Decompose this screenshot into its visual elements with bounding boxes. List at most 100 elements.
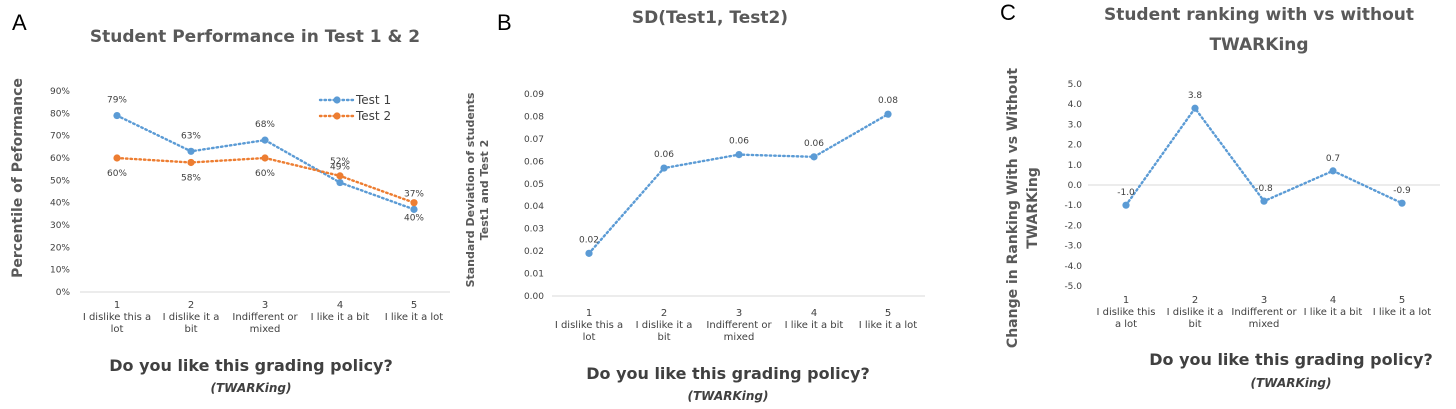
y-tick-label: 60% [50, 154, 70, 164]
x-tick-description: bit [184, 324, 197, 335]
y-tick-label: 20% [50, 243, 70, 253]
data-point [660, 164, 668, 172]
x-tick-number: 3 [736, 308, 742, 319]
y-tick-label: 1.0 [1068, 161, 1083, 171]
x-tick-description: bit [657, 332, 670, 343]
data-label: 0.7 [1326, 154, 1340, 164]
x-tick-description: Indifferent or [232, 312, 298, 323]
x-tick-description: mixed [250, 324, 281, 335]
y-tick-label: 40% [50, 199, 70, 209]
x-tick-description: I like it a bit [785, 320, 844, 331]
x-tick-number: 5 [1399, 295, 1405, 306]
data-label: 37% [404, 189, 424, 199]
data-label: 60% [255, 169, 275, 179]
x-tick-description: I dislike this [1096, 307, 1155, 318]
y-tick-label: 0.04 [524, 202, 544, 212]
y-axis-title-line: Change in Ranking With vs Without [1005, 68, 1021, 348]
data-point [1329, 167, 1337, 175]
x-tick-number: 1 [1123, 295, 1129, 306]
data-label: -0.9 [1393, 186, 1411, 196]
data-label: 0.06 [729, 137, 749, 147]
y-tick-label: 90% [50, 87, 70, 97]
y-tick-label: 3.0 [1068, 120, 1083, 130]
chart-title-line: TWARKing [1209, 35, 1308, 55]
chart-title: Student ranking with vs without TWARKing [1104, 5, 1414, 55]
x-tick-description: I like it a lot [859, 320, 918, 331]
y-tick-label: 0.06 [524, 157, 544, 167]
data-label: -1.0 [1117, 188, 1135, 198]
y-tick-label: 50% [50, 176, 70, 186]
x-tick-label: 3 Indifferent or mixed [706, 308, 772, 343]
data-label: -0.8 [1255, 184, 1273, 194]
y-tick-label: -3.0 [1064, 242, 1082, 252]
y-axis-title: Percentile of Peformance [10, 78, 26, 278]
data-point [113, 111, 121, 120]
data-label: 58% [181, 173, 201, 183]
data-point [261, 154, 269, 162]
x-tick-number: 3 [262, 300, 268, 311]
y-axis-title-line: Standard Deviation of students [464, 92, 477, 287]
x-tick-number: 3 [1261, 295, 1267, 306]
y-tick-label: 0.00 [524, 292, 544, 302]
x-tick-number: 4 [1330, 295, 1336, 306]
data-point [187, 158, 195, 167]
x-axis-subtitle: (TWARKing) [1250, 376, 1331, 390]
y-axis-title-line: TWARKing [1025, 167, 1041, 249]
x-tick-description: I dislike it a [163, 312, 220, 323]
data-point [1260, 197, 1268, 205]
x-tick-label: 3 Indifferent or mixed [1231, 295, 1297, 330]
x-axis-subtitle: (TWARKing) [210, 381, 291, 395]
x-tick-description: I dislike this a [555, 320, 623, 331]
data-label: 49% [330, 163, 350, 173]
data-point [810, 153, 818, 161]
data-label: 52% [330, 157, 350, 167]
y-tick-label: 0.02 [524, 247, 544, 257]
legend-swatch-marker [333, 96, 341, 104]
x-tick-description: Indifferent or [706, 320, 772, 331]
chart-panel-b: B SD(Test1, Test2) 0.00 0.01 0.02 0.03 0.04 0.0… [464, 8, 925, 403]
x-tick-description: bit [1188, 319, 1201, 330]
y-axis-title: Change in Ranking With vs Without TWARKin… [1005, 68, 1041, 348]
data-point [261, 136, 269, 144]
y-tick-label: 2.0 [1068, 141, 1083, 151]
y-tick-label: 0.0 [1068, 181, 1083, 191]
chart-panel-a: A Student Performance in Test 1 & 2 0% 10% 2… [10, 10, 450, 395]
y-tick-label: -2.0 [1064, 221, 1082, 231]
data-point [585, 249, 593, 257]
chart-panel-c: C Student ranking with vs without TWARKing… [1000, 0, 1440, 390]
data-point [410, 199, 418, 207]
data-label: 0.08 [878, 96, 898, 106]
y-tick-label: 0.09 [524, 90, 544, 100]
x-tick-description: I like it a bit [1304, 307, 1363, 318]
chart-title: Student Performance in Test 1 & 2 [90, 27, 420, 47]
chart-title: SD(Test1, Test2) [632, 8, 788, 28]
x-tick-description: lot [583, 332, 596, 343]
y-tick-label: 0.07 [524, 135, 544, 145]
data-point [336, 172, 344, 180]
x-tick-number: 1 [114, 300, 120, 311]
x-tick-description: I dislike it a [636, 320, 693, 331]
data-point [1398, 199, 1406, 207]
data-label: 0.06 [804, 139, 824, 149]
x-tick-description: I dislike it a [1167, 307, 1224, 318]
y-tick-label: 10% [50, 266, 70, 276]
series-line-test-2 [115, 156, 416, 204]
y-tick-label: 0% [56, 288, 71, 298]
x-axis-title: Do you like this grading policy? [586, 364, 870, 383]
series-line [587, 112, 890, 255]
data-point [1191, 104, 1199, 112]
x-tick-number: 2 [1192, 295, 1198, 306]
data-point [884, 110, 892, 118]
data-point [113, 154, 121, 162]
chart-title-line: Student ranking with vs without [1104, 5, 1414, 25]
x-tick-description: I like it a lot [385, 312, 444, 323]
y-tick-label: 70% [50, 132, 70, 142]
data-point [735, 151, 743, 159]
